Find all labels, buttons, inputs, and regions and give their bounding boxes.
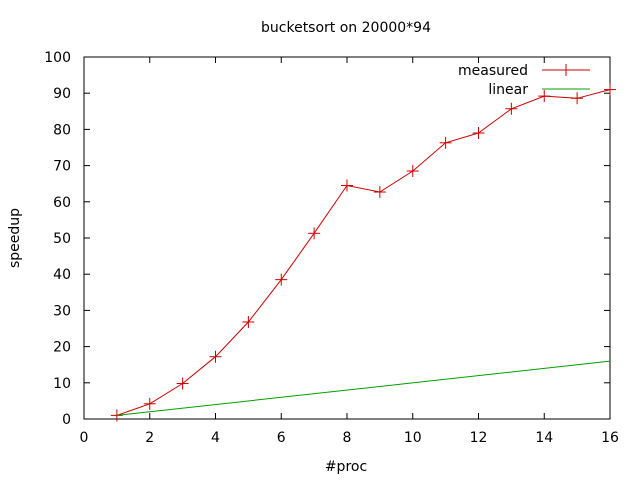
y-tick-label: 60 xyxy=(53,195,71,211)
legend-label-linear: linear xyxy=(488,82,528,98)
legend: measured linear xyxy=(458,63,590,98)
x-tick-label: 8 xyxy=(343,430,352,446)
data-point-measured xyxy=(341,179,353,192)
plot-frame xyxy=(83,56,611,420)
x-tick-label: 16 xyxy=(601,430,619,446)
series-line-linear xyxy=(116,360,611,416)
y-tick-label: 80 xyxy=(53,122,71,138)
y-axis-ticks: 0 10 20 30 40 50 60 70 80 90 100 xyxy=(44,50,610,428)
x-axis-ticks: 0 2 4 6 8 10 12 14 16 xyxy=(80,57,619,446)
data-point-measured xyxy=(406,165,419,178)
y-tick-label: 30 xyxy=(53,303,71,319)
data-point-measured xyxy=(176,377,189,390)
data-point-measured xyxy=(275,273,288,286)
x-tick-label: 14 xyxy=(535,430,553,446)
y-tick-label: 90 xyxy=(53,86,71,102)
chart-title: bucketsort on 20000*94 xyxy=(261,20,431,36)
y-tick-label: 100 xyxy=(44,50,71,66)
x-tick-label: 12 xyxy=(470,430,488,446)
series-layer xyxy=(110,83,616,422)
x-tick-label: 10 xyxy=(404,430,422,446)
x-axis-label: #proc xyxy=(325,459,367,475)
data-point-measured xyxy=(308,227,321,240)
data-point-measured xyxy=(472,127,485,140)
data-point-measured xyxy=(209,350,222,363)
data-point-measured xyxy=(143,397,156,410)
data-point-measured xyxy=(242,315,255,328)
x-tick-label: 2 xyxy=(145,430,154,446)
y-tick-label: 70 xyxy=(53,159,71,175)
x-tick-label: 4 xyxy=(211,430,220,446)
data-point-measured xyxy=(505,102,518,115)
y-axis-label: speedup xyxy=(7,208,23,268)
y-tick-label: 10 xyxy=(53,376,71,392)
data-point-measured xyxy=(439,136,452,149)
data-point-measured xyxy=(604,83,616,96)
y-tick-label: 0 xyxy=(62,412,71,428)
y-tick-label: 50 xyxy=(53,231,71,247)
data-point-measured xyxy=(571,92,584,105)
legend-label-measured: measured xyxy=(458,63,528,79)
y-tick-label: 20 xyxy=(53,340,71,356)
data-point-measured xyxy=(538,90,551,103)
x-tick-label: 0 xyxy=(80,430,89,446)
data-point-measured xyxy=(373,186,386,199)
y-tick-label: 40 xyxy=(53,267,71,283)
series-line-measured xyxy=(116,89,611,416)
x-tick-label: 6 xyxy=(277,430,286,446)
